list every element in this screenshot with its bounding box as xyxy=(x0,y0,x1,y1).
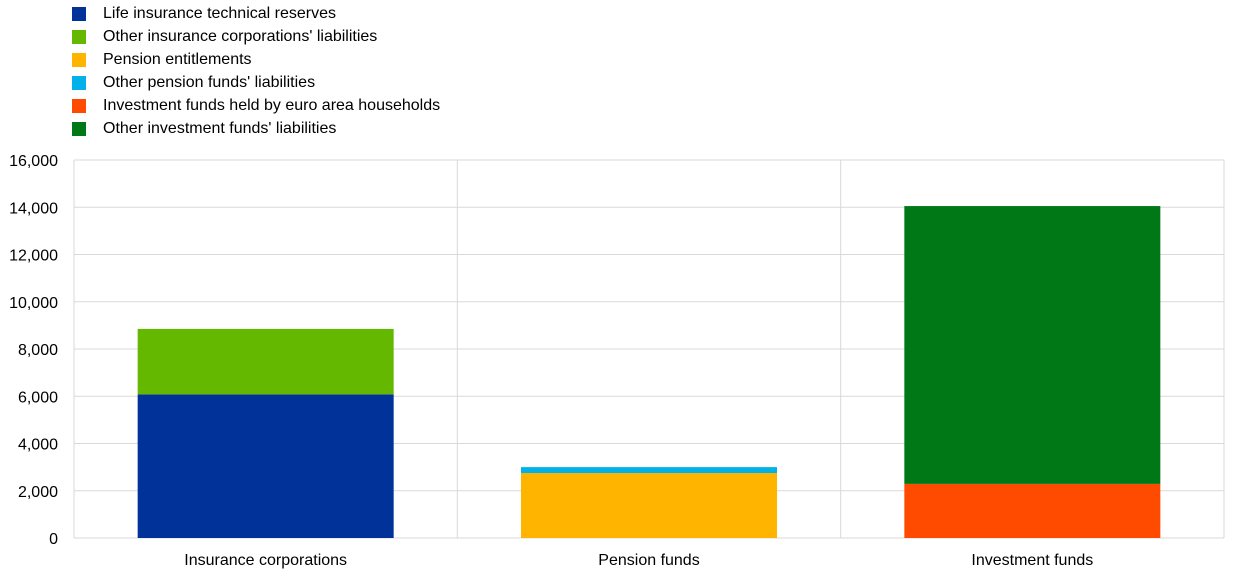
y-tick-label: 4,000 xyxy=(18,437,58,454)
legend: Life insurance technical reserves Other i… xyxy=(72,2,440,140)
y-tick-label: 10,000 xyxy=(9,295,58,312)
bar-segment xyxy=(137,394,394,538)
bar-segment xyxy=(521,467,777,474)
legend-item: Other insurance corporations' liabilitie… xyxy=(72,25,440,48)
legend-label: Pension entitlements xyxy=(103,50,252,68)
y-tick-label: 16,000 xyxy=(9,153,58,170)
bar-segment xyxy=(904,483,1161,538)
legend-item: Investment funds held by euro area house… xyxy=(72,94,440,117)
legend-swatch xyxy=(72,29,86,44)
y-tick-label: 0 xyxy=(49,531,58,548)
legend-swatch xyxy=(72,75,86,90)
y-tick-label: 12,000 xyxy=(9,248,58,265)
bar-segment xyxy=(904,206,1161,484)
legend-label: Other insurance corporations' liabilitie… xyxy=(103,27,378,45)
legend-swatch xyxy=(72,52,86,67)
legend-label: Other investment funds' liabilities xyxy=(103,119,337,137)
legend-label: Other pension funds' liabilities xyxy=(103,73,316,91)
x-tick-label: Insurance corporations xyxy=(184,552,347,569)
y-tick-label: 14,000 xyxy=(9,200,58,217)
legend-swatch xyxy=(72,121,86,136)
legend-item: Pension entitlements xyxy=(72,48,440,71)
legend-label: Life insurance technical reserves xyxy=(103,4,337,22)
legend-item: Life insurance technical reserves xyxy=(72,2,440,25)
legend-swatch xyxy=(72,6,86,21)
bar-segment xyxy=(137,328,394,395)
legend-label: Investment funds held by euro area house… xyxy=(103,96,441,114)
y-tick-label: 2,000 xyxy=(18,484,58,501)
bar-segment xyxy=(521,473,777,538)
legend-swatch xyxy=(72,98,86,113)
y-tick-label: 6,000 xyxy=(18,389,58,406)
x-tick-label: Pension funds xyxy=(598,552,699,569)
x-tick-label: Investment funds xyxy=(971,552,1093,569)
legend-item: Other pension funds' liabilities xyxy=(72,71,440,94)
legend-item: Other investment funds' liabilities xyxy=(72,117,440,140)
y-tick-label: 8,000 xyxy=(18,342,58,359)
